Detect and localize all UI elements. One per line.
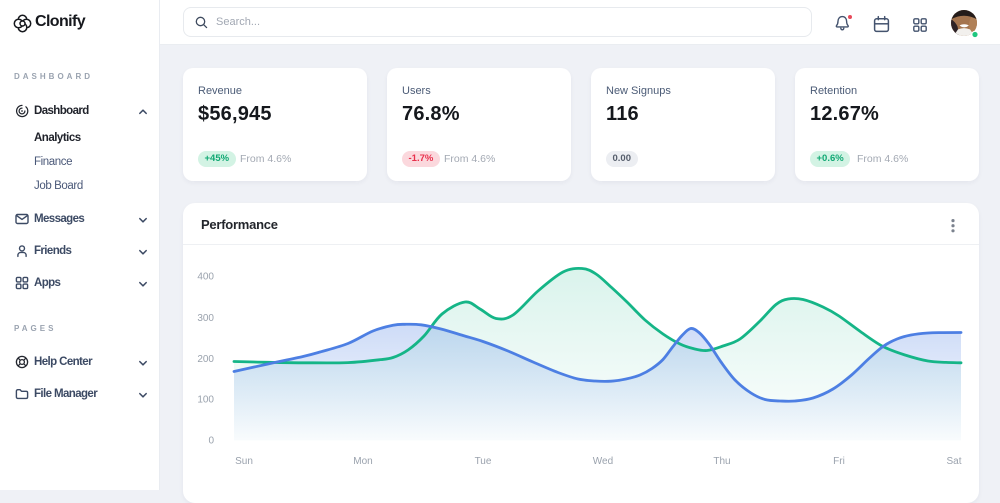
svg-text:0: 0 xyxy=(208,436,214,447)
svg-text:Mon: Mon xyxy=(353,456,372,467)
svg-text:Sun: Sun xyxy=(235,456,253,467)
svg-text:Sat: Sat xyxy=(946,456,961,467)
svg-text:Fri: Fri xyxy=(833,456,845,467)
svg-text:400: 400 xyxy=(197,272,214,283)
svg-text:Wed: Wed xyxy=(593,456,613,467)
svg-text:200: 200 xyxy=(197,354,214,365)
svg-text:300: 300 xyxy=(197,313,214,324)
svg-text:Tue: Tue xyxy=(475,456,492,467)
svg-text:100: 100 xyxy=(197,395,214,406)
svg-text:Thu: Thu xyxy=(713,456,730,467)
